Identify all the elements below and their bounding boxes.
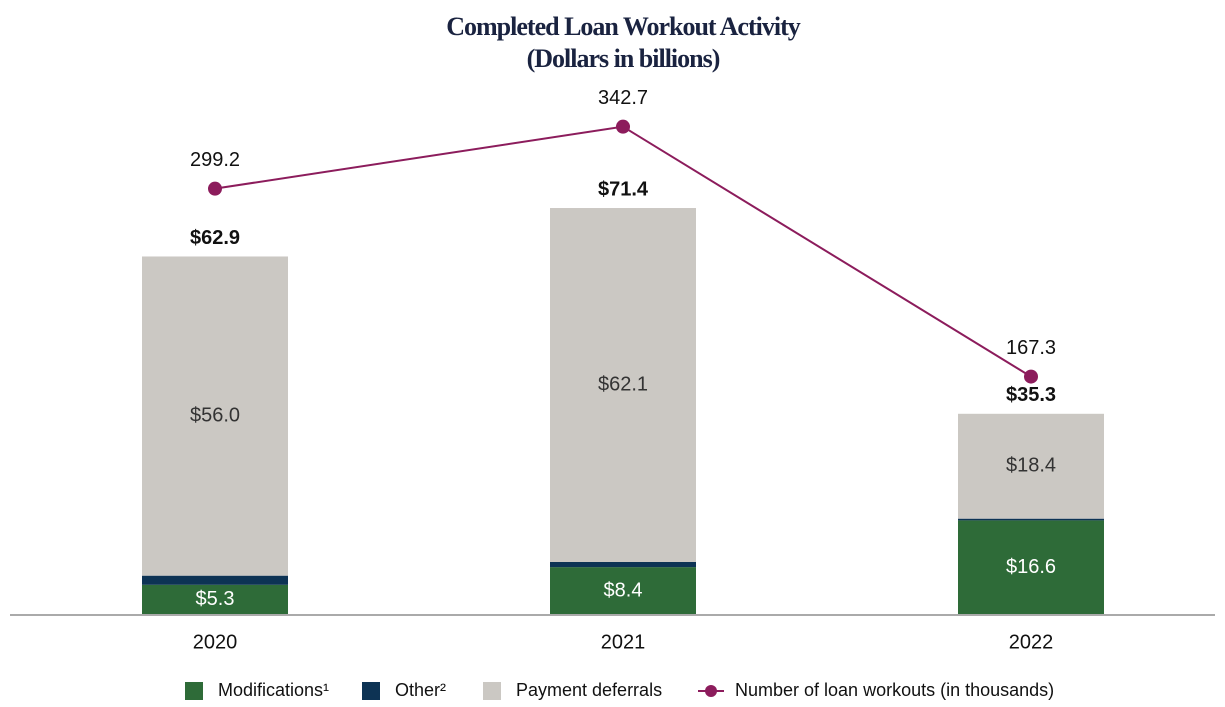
bar-segment	[550, 561, 696, 568]
chart-subtitle: (Dollars in billions)	[527, 44, 720, 73]
value-label: $5.3	[196, 588, 235, 610]
value-label: $8.4	[604, 579, 643, 601]
value-label: $56.0	[190, 404, 240, 426]
total-label: $35.3	[1006, 384, 1056, 406]
bar-segment	[958, 520, 1104, 615]
bar-segment	[550, 208, 696, 562]
total-label: $71.4	[598, 178, 649, 200]
x-tick-label: 2021	[601, 631, 646, 653]
x-tick-label: 2020	[193, 631, 238, 653]
point-label: 299.2	[190, 149, 240, 171]
bar-segment	[958, 413, 1104, 519]
bar-segment	[958, 518, 1104, 521]
x-tick-label: 2022	[1009, 631, 1054, 653]
legend-label: Number of loan workouts (in thousands)	[735, 680, 1054, 700]
chart-title: Completed Loan Workout Activity	[446, 12, 800, 41]
line-point	[616, 119, 630, 134]
point-label: 342.7	[598, 87, 648, 109]
total-label: $62.9	[190, 227, 240, 249]
legend-swatch	[483, 682, 501, 700]
value-label: $62.1	[598, 373, 648, 395]
value-label: $18.4	[1006, 455, 1056, 477]
value-label: $16.6	[1006, 556, 1056, 578]
line-point	[208, 181, 222, 196]
line-point	[1024, 369, 1038, 384]
bar-segment	[142, 584, 288, 615]
bar-segment	[142, 256, 288, 576]
legend-swatch	[185, 682, 203, 700]
legend-label: Payment deferrals	[516, 680, 662, 700]
legend-marker	[705, 685, 717, 697]
bar-segment	[550, 567, 696, 615]
legend-label: Other²	[395, 680, 446, 700]
legend-swatch	[362, 682, 380, 700]
point-label: 167.3	[1006, 337, 1056, 359]
bar-segment	[142, 575, 288, 585]
legend-label: Modifications¹	[218, 680, 329, 700]
